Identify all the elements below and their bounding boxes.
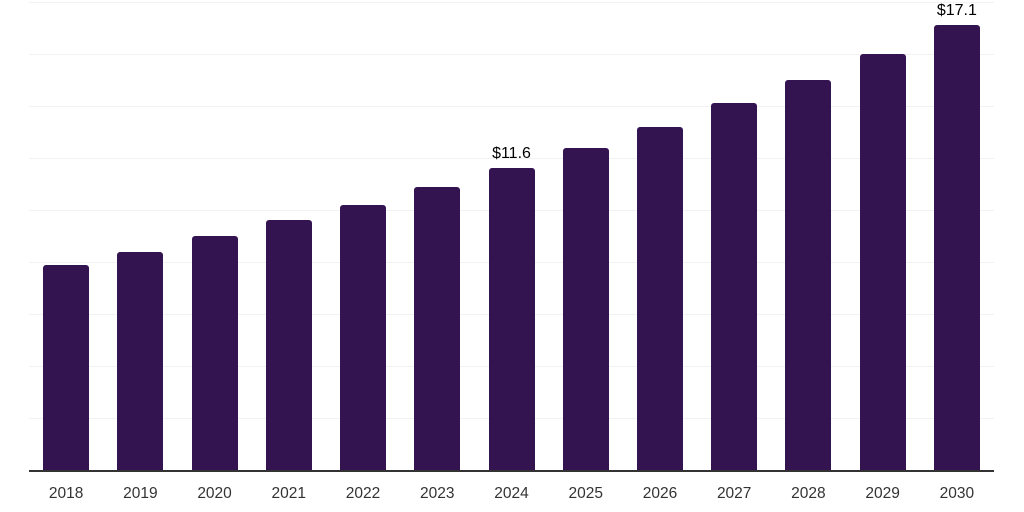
x-tick-label-2029: 2029 <box>865 485 900 502</box>
bar-value-label-2024: $11.6 <box>492 145 531 163</box>
bar-2029 <box>859 54 906 470</box>
x-tick-label-2018: 2018 <box>48 485 84 502</box>
bar-2030 <box>933 25 980 470</box>
bar-2022 <box>340 204 387 470</box>
x-tick-label-2026: 2026 <box>642 485 678 502</box>
gridline <box>29 158 994 159</box>
x-tick-label-2024: 2024 <box>494 485 529 502</box>
bar-2026 <box>636 126 683 470</box>
bar-2024 <box>488 168 535 470</box>
bar-2027 <box>711 103 758 470</box>
bar-2021 <box>265 220 312 470</box>
bar-2025 <box>562 147 609 470</box>
x-tick-label-2030: 2030 <box>939 485 975 502</box>
bar-2023 <box>414 186 461 470</box>
bar-2019 <box>117 251 164 470</box>
bar-2028 <box>785 80 832 470</box>
x-tick-label-2022: 2022 <box>345 485 381 502</box>
x-tick-label-2020: 2020 <box>197 485 232 502</box>
x-tick-label-2025: 2025 <box>568 485 603 502</box>
bar-value-label-2030: $17.1 <box>936 2 977 20</box>
x-tick-label-2019: 2019 <box>123 485 158 502</box>
bar-2020 <box>191 236 238 470</box>
gridline <box>29 54 994 55</box>
x-axis-line <box>29 470 994 472</box>
gridline <box>29 2 994 3</box>
gridline <box>29 106 994 107</box>
x-tick-label-2027: 2027 <box>716 485 752 502</box>
x-tick-label-2021: 2021 <box>271 485 307 502</box>
x-tick-label-2023: 2023 <box>420 485 455 502</box>
bar-2018 <box>43 264 90 470</box>
x-tick-label-2028: 2028 <box>791 485 826 502</box>
